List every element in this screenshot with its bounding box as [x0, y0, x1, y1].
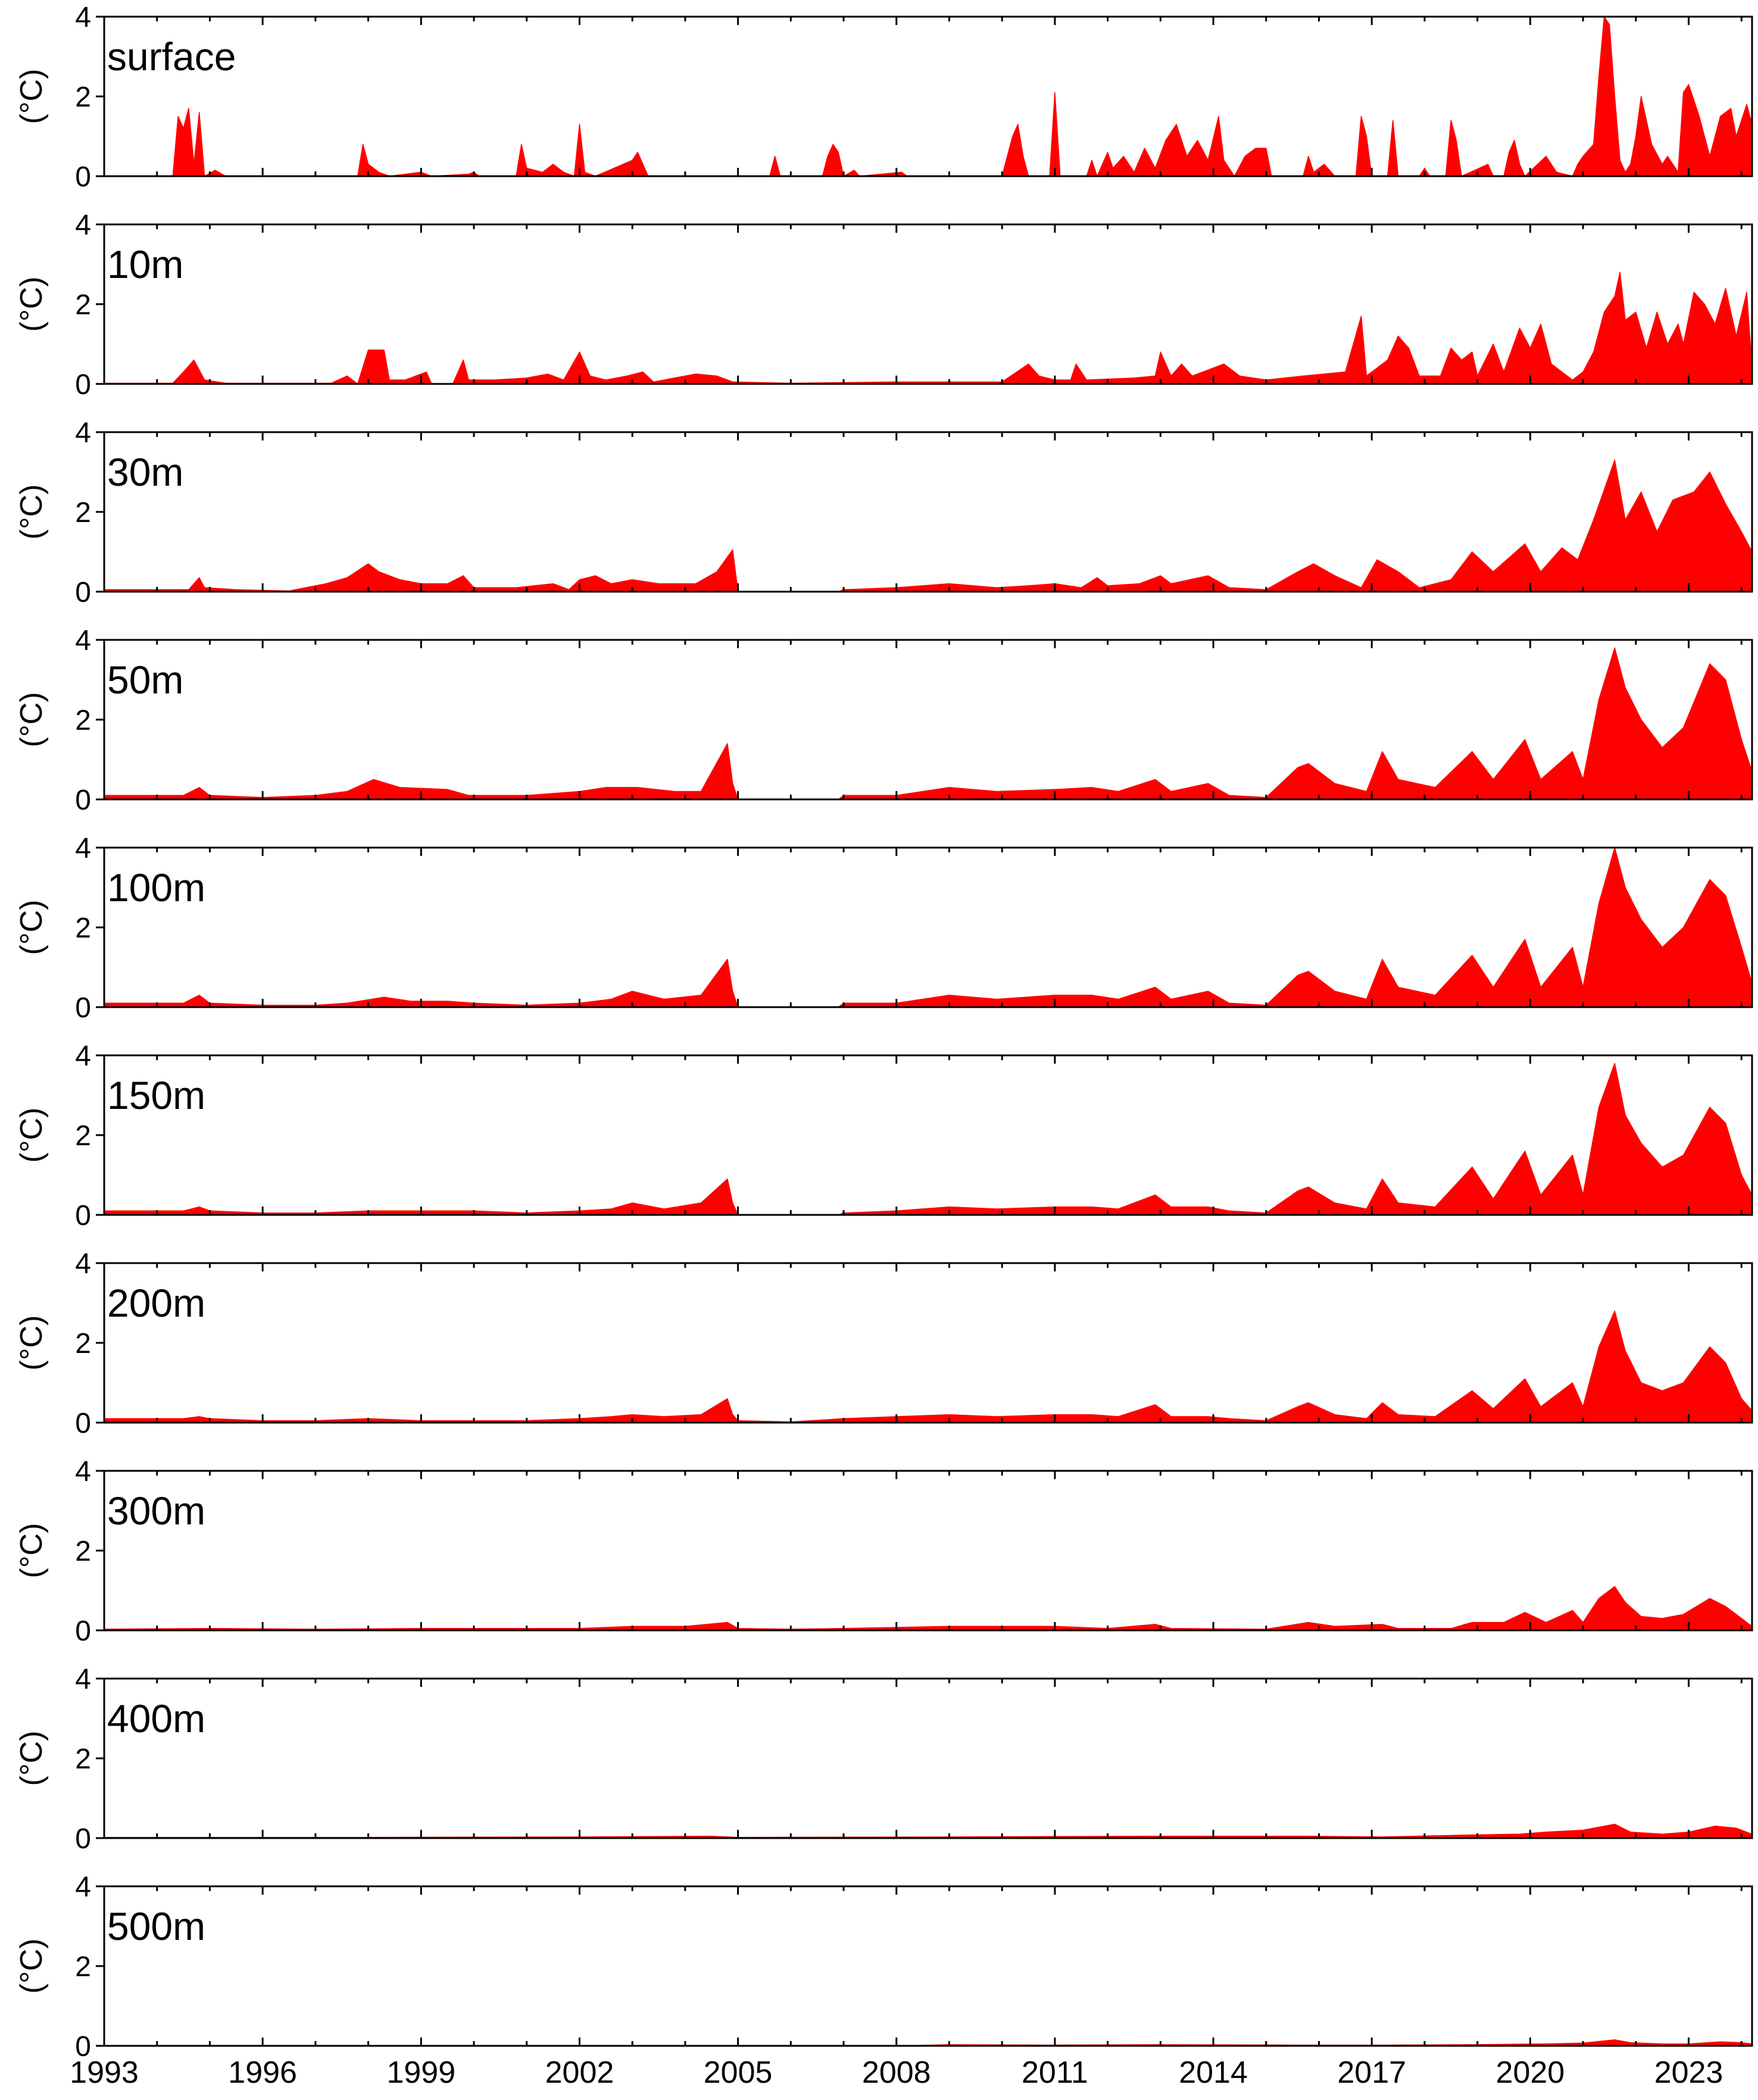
y-tick-label: 0	[75, 577, 91, 608]
y-axis-label: (°C)	[14, 69, 49, 124]
y-tick-label: 2	[75, 497, 91, 529]
area-series-100m	[104, 847, 1753, 1008]
panel-10m: 0 2 4 (°C) 10m	[14, 210, 1753, 401]
y-tick-label: 2	[75, 289, 91, 321]
y-axis-label: (°C)	[14, 692, 49, 748]
x-axis-labels: 1993 1996 1999 2002 2005 2008 2011 2014 2017 2020…	[70, 2055, 1723, 2090]
panel-200m: 0 2 4 (°C) 200m	[14, 1248, 1753, 1439]
y-tick-label: 0	[75, 161, 91, 193]
panel-label: 300m	[107, 1489, 205, 1533]
plot-frame	[103, 223, 1753, 385]
y-tick-label: 4	[75, 1664, 91, 1695]
y-tick-label: 4	[75, 210, 91, 241]
x-tick-label: 1996	[228, 2055, 297, 2090]
panel-30m: 0 2 4 (°C) 30m	[14, 417, 1753, 608]
x-tick-label: 2005	[704, 2055, 773, 2090]
panel-surface: 0 2 4 (°C) surface	[14, 2, 1753, 193]
y-tick-label: 2	[75, 1743, 91, 1775]
y-tick-label: 4	[75, 1248, 91, 1280]
panel-300m: 0 2 4 (°C) 300m	[14, 1456, 1753, 1647]
y-tick-label: 4	[75, 1040, 91, 1072]
x-tick-label: 2011	[1022, 2055, 1088, 2090]
panel-150m: 0 2 4 (°C) 150m	[14, 1040, 1753, 1232]
area-series-10m	[104, 271, 1753, 385]
x-tick-label: 2008	[862, 2055, 931, 2090]
area-series-surface	[172, 16, 1753, 177]
panel-50m: 0 2 4 (°C) 50m	[14, 625, 1753, 816]
panel-label: 10m	[107, 242, 183, 286]
area-series-50m	[104, 647, 1753, 800]
area-series-200m	[104, 1310, 1753, 1423]
y-axis-label: (°C)	[14, 277, 49, 332]
y-tick-label: 0	[75, 369, 91, 401]
x-tick-label: 2020	[1496, 2055, 1565, 2090]
y-tick-label: 4	[75, 417, 91, 449]
y-tick-label: 4	[75, 2, 91, 33]
plot-frame	[103, 1885, 1753, 2047]
y-tick-label: 4	[75, 625, 91, 657]
panel-400m: 0 2 4 (°C) 400m	[14, 1664, 1753, 1855]
y-tick-label: 4	[75, 1456, 91, 1488]
y-tick-label: 2	[75, 1328, 91, 1360]
y-tick-label: 4	[75, 1871, 91, 1903]
y-tick-label: 0	[75, 2031, 91, 2062]
y-axis-label: (°C)	[14, 900, 49, 955]
area-series-300m	[104, 1586, 1753, 1631]
panel-label: surface	[107, 35, 236, 79]
x-tick-label: 2017	[1337, 2055, 1406, 2090]
y-tick-label: 2	[75, 705, 91, 736]
panel-label: 100m	[107, 865, 205, 910]
y-axis-label: (°C)	[14, 1731, 49, 1786]
area-series-500m	[104, 2039, 1753, 2046]
panel-label: 150m	[107, 1073, 205, 1117]
panel-label: 30m	[107, 450, 183, 494]
x-tick-label: 2014	[1179, 2055, 1248, 2090]
panel-label: 200m	[107, 1281, 205, 1325]
panel-label: 400m	[107, 1696, 205, 1740]
plot-frame	[103, 1677, 1753, 1839]
y-tick-label: 0	[75, 1408, 91, 1439]
y-tick-label: 0	[75, 785, 91, 816]
area-series-150m	[104, 1062, 1753, 1215]
y-axis-label: (°C)	[14, 1108, 49, 1163]
panel-500m: 0 2 4 (°C) 500m	[14, 1871, 1753, 2062]
plot-frame	[103, 15, 1753, 177]
x-tick-label: 2002	[545, 2055, 614, 2090]
y-tick-label: 2	[75, 82, 91, 113]
x-tick-label: 1993	[70, 2055, 139, 2090]
area-series-30m	[104, 460, 1753, 592]
plot-frame	[103, 1470, 1753, 1632]
y-axis-label: (°C)	[14, 1939, 49, 1994]
y-axis-label: (°C)	[14, 485, 49, 540]
panel-100m: 0 2 4 (°C) 100m	[14, 833, 1753, 1024]
y-tick-label: 2	[75, 912, 91, 944]
area-series-400m	[104, 1823, 1753, 1839]
y-tick-label: 0	[75, 1823, 91, 1855]
y-axis-label: (°C)	[14, 1523, 49, 1579]
panel-label: 500m	[107, 1904, 205, 1948]
x-tick-label: 1999	[386, 2055, 455, 2090]
x-tick-label: 2023	[1654, 2055, 1723, 2090]
y-tick-label: 2	[75, 1951, 91, 1983]
y-tick-label: 2	[75, 1536, 91, 1567]
y-tick-label: 4	[75, 833, 91, 864]
y-tick-label: 0	[75, 1615, 91, 1647]
y-tick-label: 2	[75, 1120, 91, 1152]
y-tick-label: 0	[75, 992, 91, 1024]
y-tick-label: 0	[75, 1200, 91, 1232]
panel-label: 50m	[107, 658, 183, 702]
y-axis-label: (°C)	[14, 1315, 49, 1371]
